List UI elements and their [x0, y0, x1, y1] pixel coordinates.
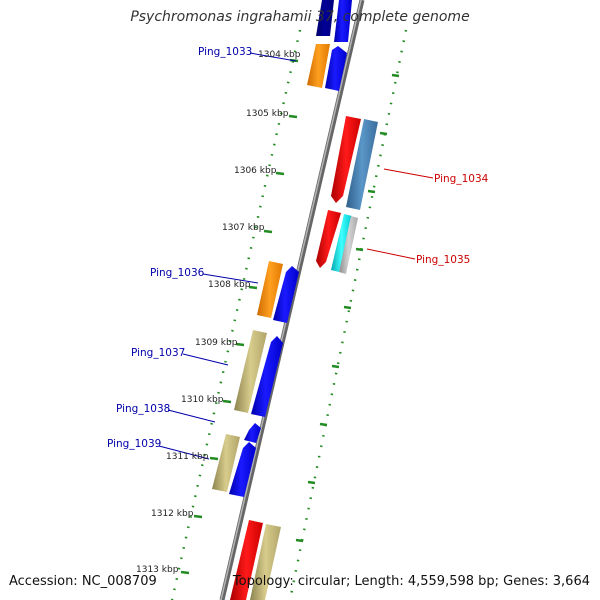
gene-ping-1036-partner[interactable]	[273, 266, 299, 323]
gene-bottom-olive[interactable]	[250, 524, 281, 600]
gene-bottom-red[interactable]	[230, 520, 263, 600]
genome-title: Psychromonas ingrahamii 37, complete gen…	[130, 9, 470, 25]
gene-ping-1033-partner[interactable]	[325, 46, 347, 91]
gene-ping-1033[interactable]	[307, 44, 330, 88]
gene-ping-1035-grey[interactable]	[339, 216, 358, 274]
kbp-label: 1312 kbp	[151, 509, 194, 519]
gene-ping-1039-partner[interactable]	[229, 442, 256, 497]
kbp-label: 1305 kbp	[246, 109, 289, 119]
gene-ping-1034-partner[interactable]	[346, 119, 378, 210]
kbp-label: 1304 kbp	[258, 50, 301, 60]
kbp-label: 1308 kbp	[208, 280, 251, 290]
gene-labels: Ping_1033 Ping_1034 Ping_1035 Ping_1036 …	[107, 46, 489, 450]
kbp-label: 1313 kbp	[136, 565, 179, 575]
gene-ping-1037[interactable]	[234, 330, 267, 413]
gene-top-blue[interactable]	[334, 0, 352, 42]
kbp-label: 1310 kbp	[181, 395, 224, 405]
gene-ping-1038[interactable]	[244, 423, 261, 443]
gene-ping-1035[interactable]	[316, 210, 341, 268]
gene-ping-1035-cyan[interactable]	[331, 214, 352, 272]
gene-label-ping-1035[interactable]: Ping_1035	[416, 254, 470, 266]
gene-label-ping-1033[interactable]: Ping_1033	[198, 46, 252, 58]
gene-label-ping-1039[interactable]: Ping_1039	[107, 438, 161, 450]
gene-ping-1037-partner[interactable]	[251, 336, 283, 417]
gene-label-ping-1036[interactable]: Ping_1036	[150, 267, 205, 279]
kbp-label: 1306 kbp	[234, 166, 277, 176]
gene-label-ping-1034[interactable]: Ping_1034	[434, 173, 489, 185]
gene-label-ping-1037[interactable]: Ping_1037	[131, 347, 185, 359]
kbp-label: 1307 kbp	[222, 223, 265, 233]
kbp-labels: 1304 kbp 1305 kbp 1306 kbp 1307 kbp 1308…	[136, 50, 301, 575]
gene-ping-1036[interactable]	[257, 261, 283, 318]
right-tick-track	[288, 29, 408, 600]
genome-summary-text: Topology: circular; Length: 4,559,598 bp…	[232, 574, 590, 589]
major-ticks	[180, 58, 400, 575]
gene-top-navy[interactable]	[316, 0, 334, 36]
accession-text: Accession: NC_008709	[9, 574, 157, 589]
gene-features	[212, 0, 378, 600]
gene-label-ping-1038[interactable]: Ping_1038	[116, 403, 170, 415]
gene-ping-1039[interactable]	[212, 434, 240, 492]
kbp-label: 1311 kbp	[166, 452, 209, 462]
gene-ping-1034[interactable]	[331, 116, 361, 203]
kbp-label: 1309 kbp	[195, 338, 238, 348]
label-leaders	[158, 52, 434, 460]
